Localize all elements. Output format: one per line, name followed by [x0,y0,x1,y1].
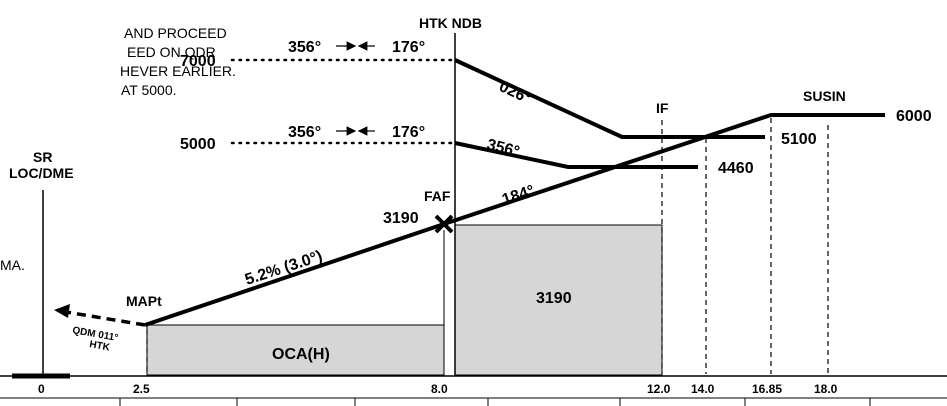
course-184: 184° [500,182,537,208]
note-line-5: MA. [0,257,25,273]
if-label: IF [656,100,669,116]
distance-tick: 2.5 [133,382,150,396]
altitude-4460: 4460 [718,160,754,177]
altitude-7000: 7000 [180,53,216,70]
loc-dme-label: LOC/DME [9,165,74,181]
note-line-4: AT 5000. [121,82,177,98]
missed-approach-line [65,310,146,327]
faf-cross-icon [434,214,454,234]
course-026: 026° [496,78,533,107]
intermediate-area [454,224,663,376]
note-line-3: HEVER EARLIER. [120,63,236,79]
distance-tick: 0 [38,382,45,396]
susin-label: SUSIN [803,88,846,104]
course-176-lower: 176° [392,124,425,141]
note-line-1: AND PROCEED [124,25,227,41]
course-356-track: 356° [485,136,521,161]
distance-tick: 18.0 [814,382,838,396]
course-176-upper: 176° [392,39,425,56]
altitude-6000: 6000 [896,108,932,125]
missed-approach-arrow-icon [54,304,70,318]
track-356-descent [454,141,698,169]
distance-tick: 16.85 [752,382,782,396]
course-356-upper: 356° [288,39,321,56]
altitude-3190-box: 3190 [536,290,572,307]
distance-tick: 12.0 [647,382,671,396]
course-356-lower: 356° [288,124,321,141]
faf-label: FAF [424,188,451,204]
altitude-5100: 5100 [781,131,817,148]
oca-label: OCA(H) [272,346,330,363]
distance-tick: 8.0 [431,382,448,396]
final-approach-path [144,113,885,327]
altitude-3190-faf: 3190 [383,210,419,227]
altitude-5000: 5000 [180,136,216,153]
oca-area [146,324,445,376]
htk-ndb-label: HTK NDB [419,15,482,31]
distance-tick: 14.0 [691,382,715,396]
qdm-label-line-2: HTK [88,339,111,354]
mapt-label: MAPt [126,293,162,309]
track-026-descent [454,58,765,139]
note-line-2: EED ON QDR [127,44,216,60]
sr-label: SR [33,149,52,165]
